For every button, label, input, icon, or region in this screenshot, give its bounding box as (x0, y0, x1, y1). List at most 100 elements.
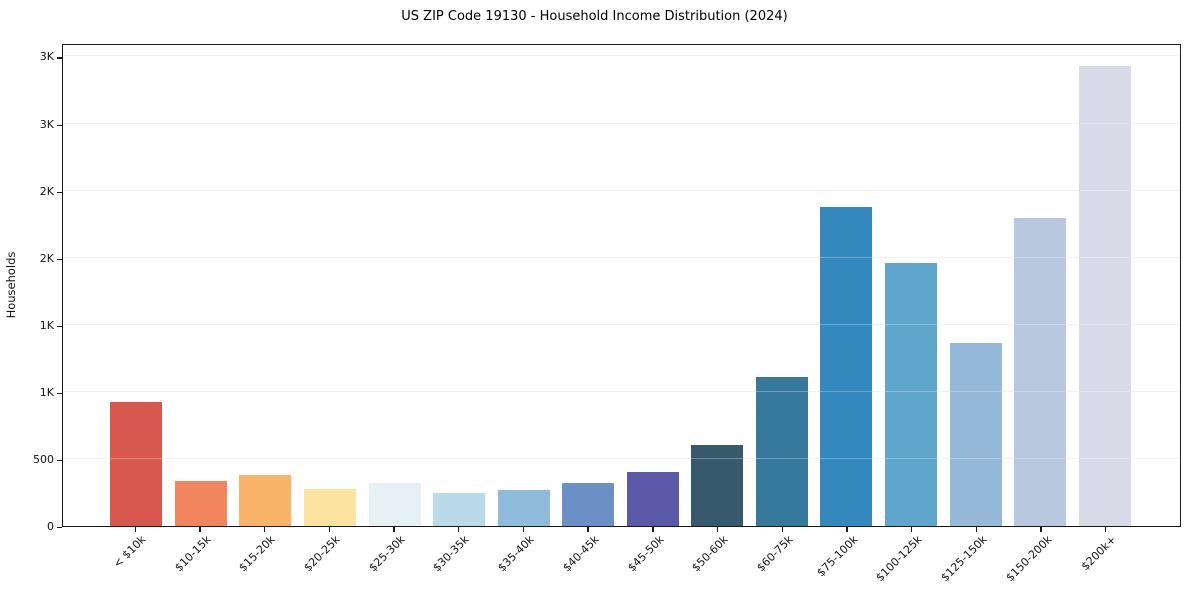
y-tick-mark (57, 325, 62, 327)
gridline-overlay (63, 55, 1180, 57)
bar (1078, 65, 1131, 526)
gridline (63, 390, 1180, 392)
chart-title: US ZIP Code 19130 - Household Income Dis… (401, 9, 788, 24)
bar (303, 488, 356, 526)
x-tick-mark (199, 527, 201, 532)
gridline (63, 457, 1180, 459)
y-tick-mark (57, 258, 62, 260)
bar-slot (556, 45, 621, 526)
x-tick-label: $25-30k (366, 533, 408, 575)
bar-slot (169, 45, 234, 526)
y-tick-label: 3K (39, 117, 54, 131)
gridline (63, 55, 1180, 57)
bar (820, 206, 873, 526)
bar-slot (943, 45, 1008, 526)
x-tick-label: $75-100k (813, 533, 861, 580)
bar (691, 444, 744, 526)
bar-slot (362, 45, 427, 526)
gridline (63, 323, 1180, 325)
x-tick-mark (910, 527, 913, 532)
bar (1014, 217, 1067, 526)
x-tick-mark (1104, 527, 1107, 532)
x-tick-label: $125-150k (938, 533, 990, 585)
x-tick-mark (846, 527, 848, 532)
x-tick-label: $40-45k (560, 533, 602, 575)
gridline (63, 256, 1180, 258)
bar-slot (104, 45, 169, 526)
x-tick-label: $100-125k (873, 533, 925, 585)
x-tick-label: < $10k (110, 533, 149, 571)
y-tick-mark (57, 392, 62, 395)
bar (885, 263, 938, 526)
bar (239, 475, 292, 526)
gridline-overlay (63, 189, 1180, 191)
x-tick-label: $45-50k (624, 533, 667, 575)
x-tick-label: $35-40k (495, 533, 537, 575)
x-tick-mark (652, 527, 654, 532)
gridlines-above (63, 45, 1180, 526)
y-tick-label: 2K (39, 251, 54, 265)
x-tick-mark (716, 527, 719, 532)
bar (368, 483, 421, 526)
bar-slot (491, 45, 556, 526)
x-tick-label: $150-200k (1003, 533, 1055, 585)
y-axis-tick-labels: 0 500 1K 1K 2K 2K 3K 3K (0, 44, 54, 533)
y-tick-mark (57, 191, 62, 193)
gridline-overlay (63, 256, 1180, 258)
y-tick-mark (57, 124, 62, 126)
gridline (63, 122, 1180, 124)
y-tick-label: 0 (47, 520, 54, 533)
y-tick-label: 2K (39, 184, 54, 198)
gridline-overlay (63, 323, 1180, 325)
gridlines-below (63, 45, 1180, 526)
y-tick-label: 1K (39, 318, 54, 332)
x-tick-mark (328, 527, 331, 532)
bar (562, 483, 615, 526)
bar-slot (298, 45, 363, 526)
x-tick-label: $60-75k (754, 533, 796, 575)
x-tick-mark (458, 527, 460, 532)
x-tick-mark (134, 527, 137, 532)
bar (497, 490, 550, 526)
y-tick-label: 3K (39, 50, 54, 64)
bar-slot (750, 45, 815, 526)
bar-slot (621, 45, 686, 526)
x-tick-mark (587, 527, 589, 532)
y-tick-mark (57, 459, 62, 462)
gridline-overlay (63, 457, 1180, 459)
plot-area (62, 44, 1181, 527)
bar-slot (685, 45, 750, 526)
gridline (63, 189, 1180, 191)
x-tick-mark (393, 527, 395, 532)
bar (110, 401, 163, 526)
bar-slot (879, 45, 944, 526)
bars-layer (63, 45, 1180, 526)
bar (174, 480, 227, 526)
x-tick-mark (1040, 527, 1042, 532)
bar (949, 343, 1002, 526)
x-tick-mark (522, 527, 525, 532)
bar-slot (427, 45, 492, 526)
x-tick-label: $200k+ (1078, 533, 1119, 574)
bar-slot (1072, 45, 1137, 526)
x-tick-mark (264, 527, 266, 532)
gridline-overlay (63, 122, 1180, 124)
bar (626, 472, 679, 526)
bar (755, 376, 808, 526)
x-tick-label: $50-60k (689, 533, 731, 575)
y-tick-mark (57, 527, 62, 529)
x-tick-mark (975, 527, 977, 532)
y-tick-mark (57, 57, 62, 59)
x-tick-label: $15-20k (236, 533, 278, 575)
bar (433, 493, 486, 526)
x-tick-label: $30-35k (430, 533, 472, 575)
x-tick-mark (781, 527, 783, 532)
gridline-overlay (63, 390, 1180, 392)
y-tick-label: 1K (39, 385, 54, 399)
x-tick-label: $20-25k (301, 533, 343, 575)
x-tick-label: $10-15k (171, 533, 214, 575)
bar-slot (233, 45, 298, 526)
y-tick-label: 500 (33, 452, 54, 466)
bar-slot (1008, 45, 1073, 526)
bar-slot (814, 45, 879, 526)
